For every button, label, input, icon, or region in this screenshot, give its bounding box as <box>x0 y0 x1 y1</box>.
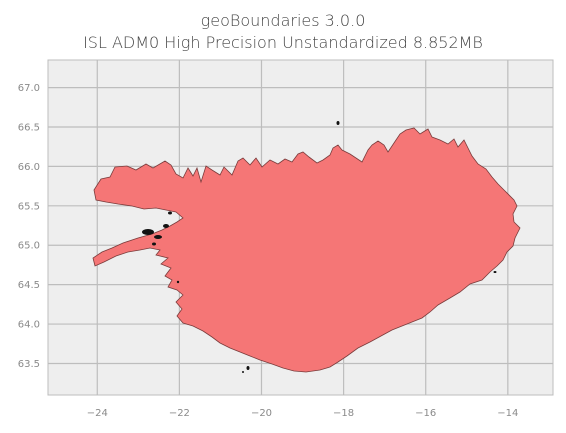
y-tick-label: 65.5 <box>18 201 40 212</box>
island <box>168 211 172 215</box>
x-tick-label: −14 <box>497 408 518 419</box>
iceland-shape <box>92 121 521 373</box>
y-tick-label: 64.0 <box>18 320 40 331</box>
iceland-mainland <box>92 127 521 373</box>
x-tick-label: −18 <box>333 408 354 419</box>
y-tick-label: 64.5 <box>18 280 40 291</box>
y-tick-label: 65.0 <box>18 241 40 252</box>
island <box>242 371 244 373</box>
island <box>154 235 162 239</box>
x-tick-label: −24 <box>87 408 108 419</box>
island <box>493 271 497 273</box>
x-tick-label: −20 <box>251 408 272 419</box>
y-tick-label: 66.0 <box>18 162 40 173</box>
x-tick-label: −22 <box>169 408 190 419</box>
y-tick-label: 63.5 <box>18 359 40 370</box>
y-tick-label: 66.5 <box>18 123 40 134</box>
island <box>142 229 154 235</box>
island <box>336 121 340 125</box>
map-title: geoBoundaries 3.0.0 <box>200 11 366 30</box>
y-tick-label: 67.0 <box>18 83 40 94</box>
x-tick-label: −16 <box>415 408 436 419</box>
map-subtitle: ISL ADM0 High Precision Unstandardized 8… <box>83 33 483 52</box>
island <box>163 224 169 228</box>
island <box>176 280 180 284</box>
island <box>246 366 250 370</box>
y-tick-labels: 63.5 64.0 64.5 65.0 65.5 66.0 66.5 67.0 <box>18 83 40 370</box>
coastal-islands <box>142 121 497 373</box>
island <box>152 242 156 246</box>
x-tick-labels: −24 −22 −20 −18 −16 −14 <box>87 408 519 419</box>
